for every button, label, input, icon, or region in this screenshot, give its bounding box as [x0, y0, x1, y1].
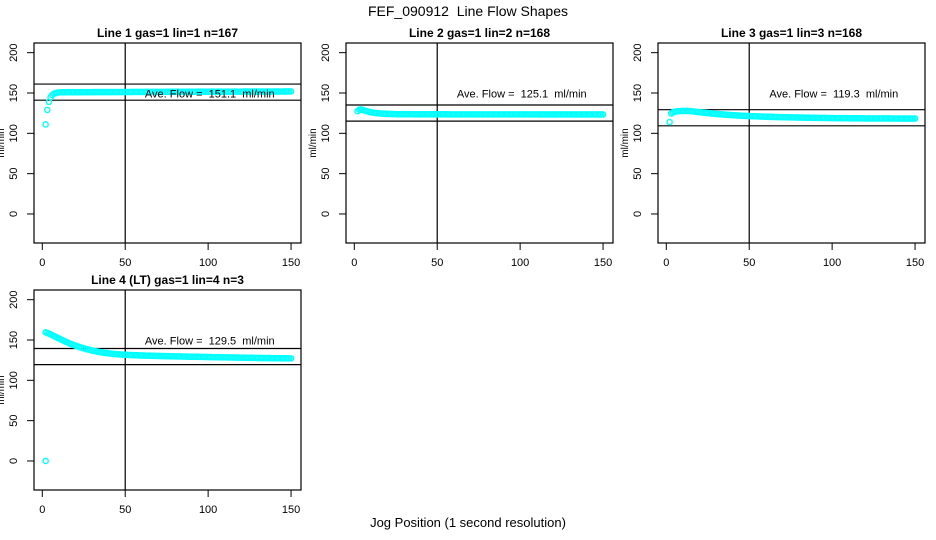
panel-3-x-tick-label: 150 [906, 257, 924, 269]
panel-1-x-tick-label: 150 [282, 257, 300, 269]
panel-4-plot-box [33, 289, 302, 491]
panel-3-title: Line 3 gas=1 lin=3 n=168 [721, 26, 862, 40]
panel-4-y-axis-title: ml/min [0, 375, 7, 404]
panel-4-y-tick-label: 200 [8, 290, 20, 308]
panel-3: Ave. Flow = 119.3 ml/min 0 50 100 150 0 50 100 1… [620, 26, 926, 269]
panel-4-y-tick-label: 50 [8, 415, 20, 427]
panel-3-ave-flow-label: Ave. Flow = 119.3 ml/min [769, 88, 898, 100]
panel-3-x-tick-label: 0 [663, 257, 669, 269]
panel-4-x-tick-label: 50 [119, 504, 131, 516]
panel-1-y-tick-label: 200 [8, 43, 20, 61]
panel-3-x-tick-label: 100 [823, 257, 841, 269]
panel-3-x-axis: 0 50 100 150 [663, 243, 924, 269]
panel-1-x-tick-label: 50 [119, 257, 131, 269]
panel-2-x-tick-label: 0 [351, 257, 357, 269]
panel-1-plot-box [33, 42, 302, 244]
panel-2-data-points [354, 106, 607, 118]
panel-4-y-tick-label: 150 [8, 331, 20, 349]
panel-3-x-tick-label: 50 [743, 257, 755, 269]
panel-4-x-tick-label: 100 [199, 504, 217, 516]
panel-3-data-points [666, 107, 919, 126]
panel-2: Ave. Flow = 125.1 ml/min 0 50 100 150 0 50 100 1… [308, 26, 614, 269]
panel-1-ave-flow-label: Ave. Flow = 151.1 ml/min [145, 88, 275, 100]
panel-1-y-axis: 0 50 100 150 200 [8, 43, 34, 217]
panel-1-x-axis: 0 50 100 150 [39, 243, 300, 269]
panel-3-y-tick-label: 50 [632, 168, 644, 180]
panel-2-y-axis: 0 50 100 150 200 [320, 43, 346, 217]
panel-3-y-axis-title: ml/min [620, 128, 631, 157]
panel-4-x-axis: 0 50 100 150 [39, 490, 300, 516]
panel-4-title: Line 4 (LT) gas=1 lin=4 n=3 [91, 273, 244, 287]
panel-2-x-tick-label: 50 [431, 257, 443, 269]
panel-2-y-axis-title: ml/min [308, 128, 319, 157]
panel-3-y-tick-label: 100 [632, 124, 644, 142]
panel-2-y-tick-label: 200 [320, 43, 332, 61]
panel-1-y-tick-label: 100 [8, 124, 20, 142]
panel-2-title: Line 2 gas=1 lin=2 n=168 [409, 26, 550, 40]
panel-1-y-tick-label: 150 [8, 84, 20, 102]
panel-2-y-tick-label: 150 [320, 84, 332, 102]
panel-3-y-tick-label: 150 [632, 84, 644, 102]
panel-2-x-tick-label: 100 [511, 257, 529, 269]
panel-4-data-points [42, 329, 295, 465]
panel-4-x-tick-label: 150 [282, 504, 300, 516]
panel-4-y-axis: 0 50 100 150 200 [8, 290, 34, 464]
panel-1: Ave. Flow = 151.1 ml/min 0 50 100 150 0 50 100 1… [0, 26, 302, 269]
panel-2-y-tick-label: 0 [320, 211, 332, 217]
panel-2-y-tick-label: 50 [320, 168, 332, 180]
panel-2-ave-flow-label: Ave. Flow = 125.1 ml/min [457, 88, 587, 100]
panel-4: Ave. Flow = 129.5 ml/min 0 50 100 150 0 50 100 1… [0, 273, 302, 516]
panel-1-y-tick-label: 50 [8, 168, 20, 180]
panel-3-plot-box [657, 42, 926, 244]
panel-4-y-tick-label: 0 [8, 458, 20, 464]
x-axis-label: Jog Position (1 second resolution) [370, 515, 566, 530]
panel-1-title: Line 1 gas=1 lin=1 n=167 [97, 26, 238, 40]
panel-1-x-tick-label: 0 [39, 257, 45, 269]
panel-3-y-tick-label: 0 [632, 211, 644, 217]
panel-4-ave-flow-label: Ave. Flow = 129.5 ml/min [145, 335, 275, 347]
panel-3-y-tick-label: 200 [632, 43, 644, 61]
panel-4-x-tick-label: 0 [39, 504, 45, 516]
panel-4-outlier-point [42, 457, 49, 465]
panel-2-x-tick-label: 150 [594, 257, 612, 269]
panel-1-x-tick-label: 100 [199, 257, 217, 269]
panel-1-data-points [42, 88, 295, 128]
panel-3-y-axis: 0 50 100 150 200 [632, 43, 658, 217]
panel-1-y-axis-title: ml/min [0, 128, 7, 157]
panel-4-y-tick-label: 100 [8, 371, 20, 389]
panel-1-y-tick-label: 0 [8, 211, 20, 217]
panel-2-y-tick-label: 100 [320, 124, 332, 142]
figure-title: FEF_090912 Line Flow Shapes [367, 3, 568, 19]
panel-2-plot-box [345, 42, 614, 244]
panel-2-x-axis: 0 50 100 150 [351, 243, 612, 269]
